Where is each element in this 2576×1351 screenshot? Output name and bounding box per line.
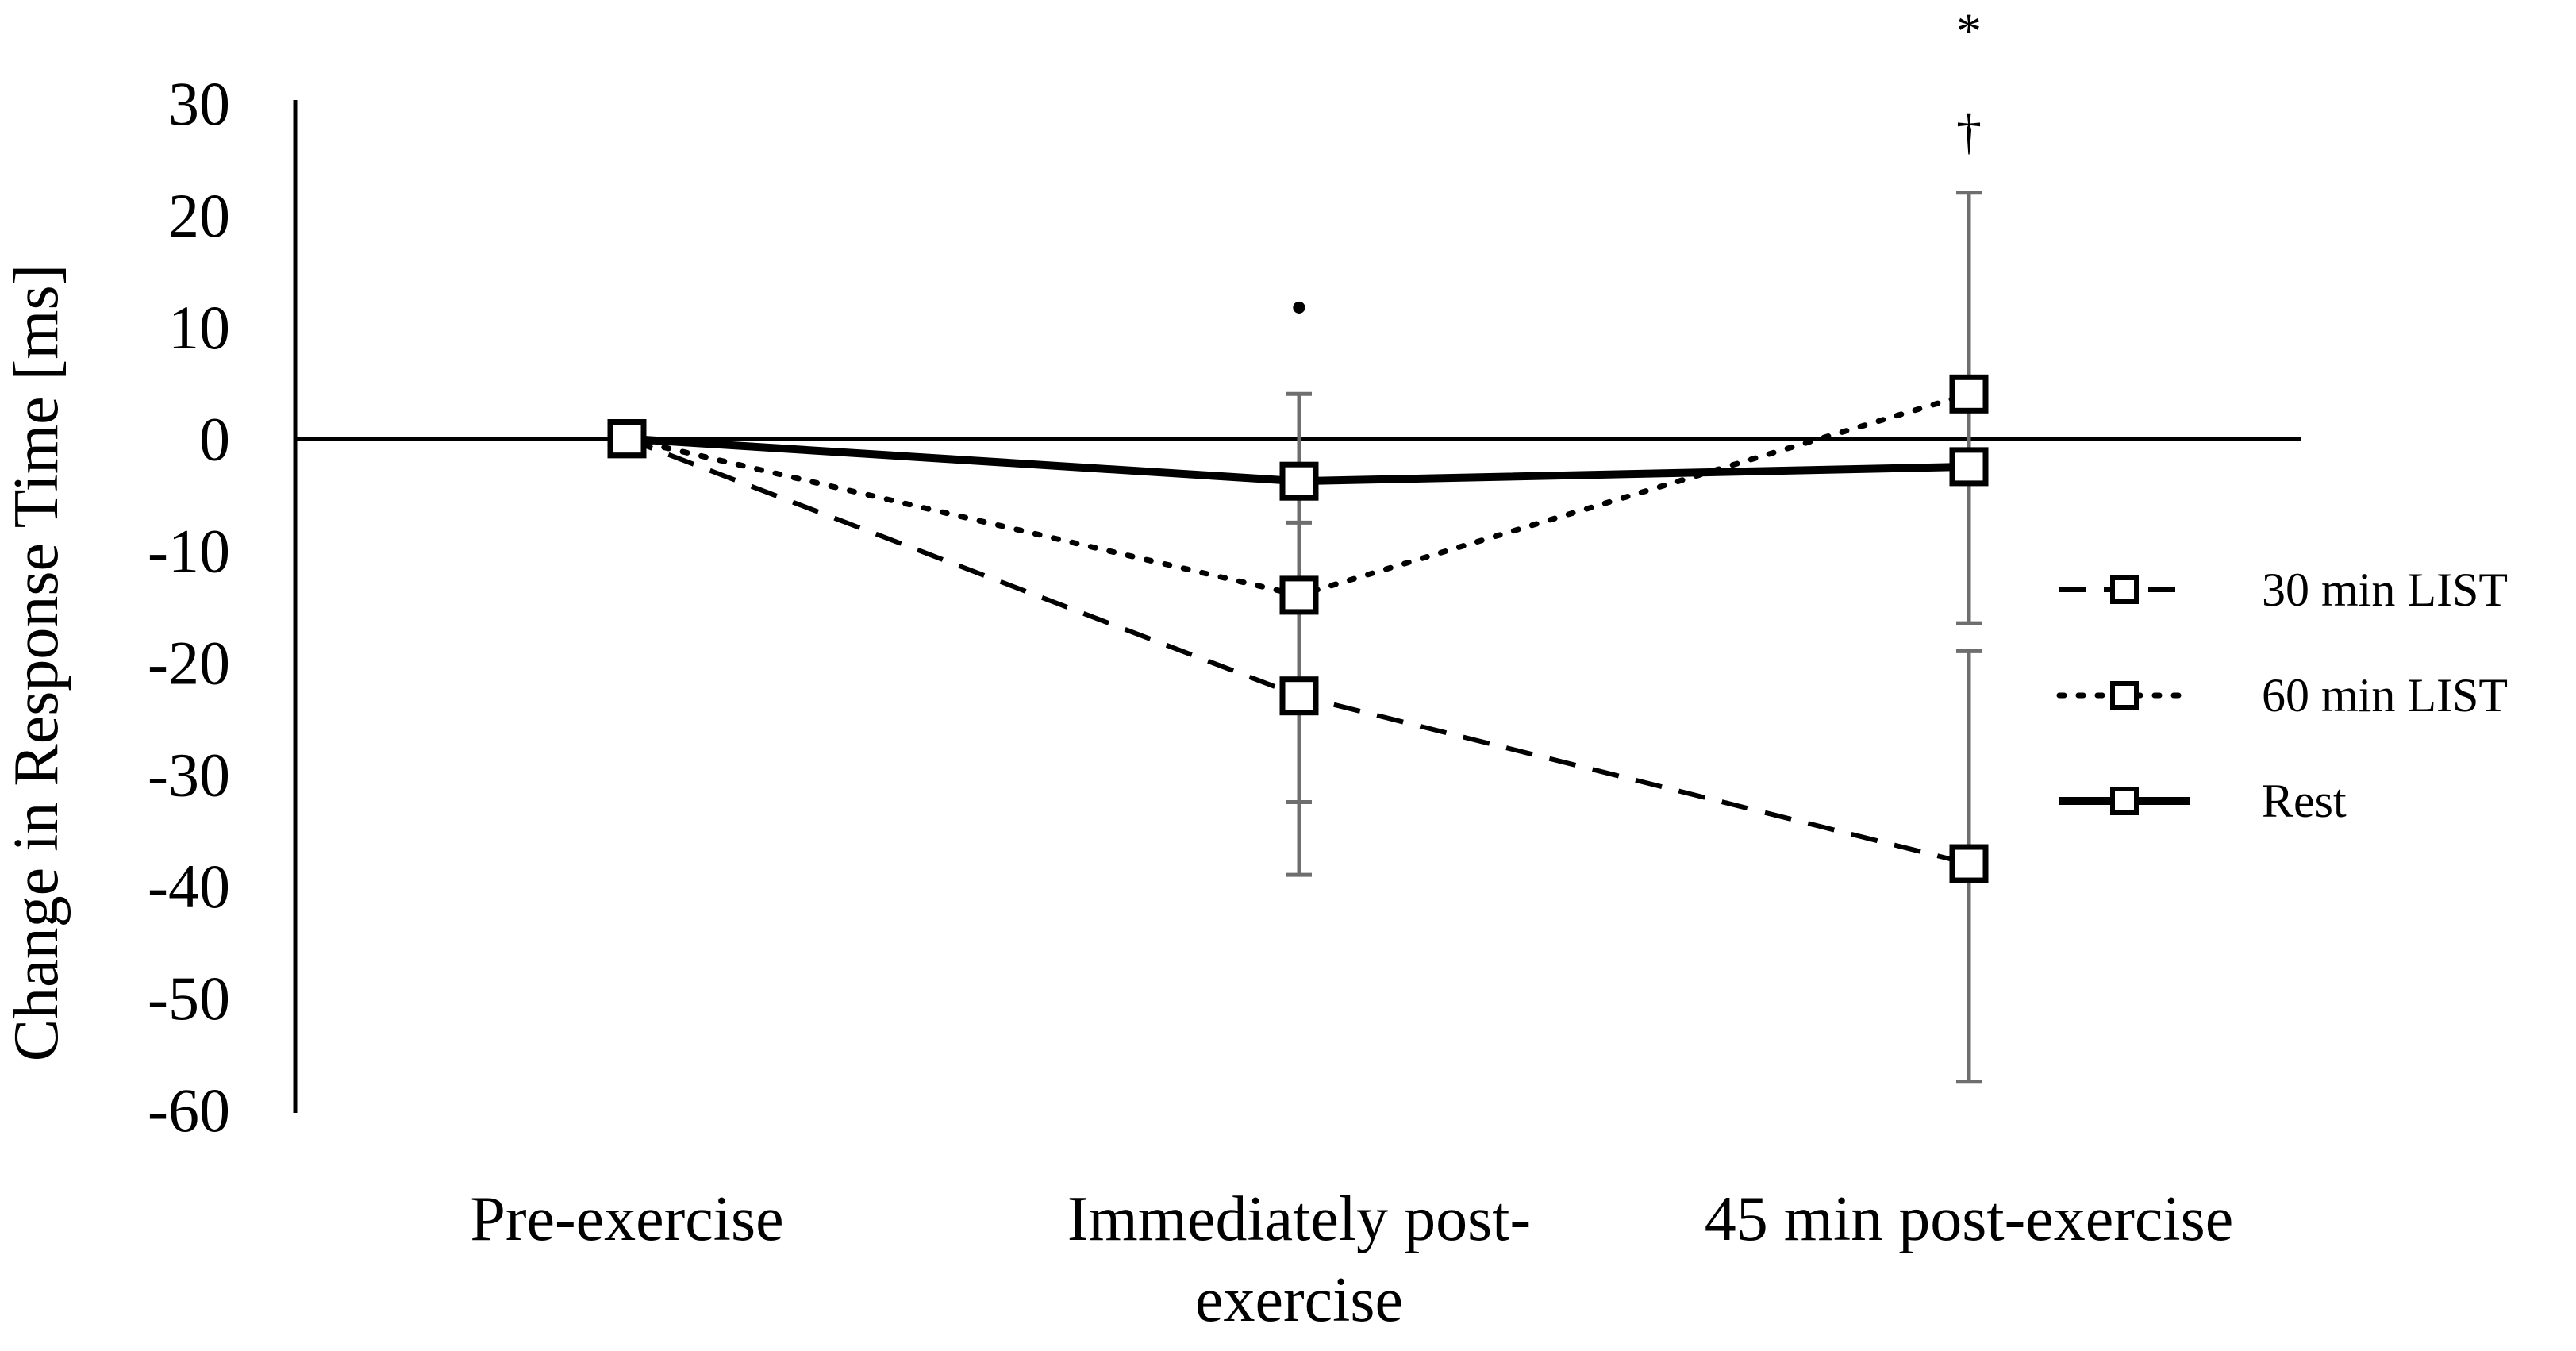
y-axis-title: Change in Response Time [ms] <box>2 264 71 1061</box>
y-tick-label: 10 <box>168 293 230 362</box>
legend: 30 min LIST 60 min LIST Rest <box>2056 564 2508 827</box>
legend-item: 60 min LIST <box>2056 669 2508 722</box>
legend-marker-sample <box>2110 681 2139 710</box>
series-markers <box>607 374 1989 883</box>
y-tick-label: -30 <box>148 740 230 809</box>
significance-marker: * <box>1956 2 1982 59</box>
y-tick-label: -10 <box>148 517 230 586</box>
data-point-marker <box>607 419 647 459</box>
data-point-marker <box>1279 461 1319 501</box>
legend-marker-sample <box>2110 787 2139 815</box>
legend-label: 30 min LIST <box>2262 564 2508 616</box>
y-tick-label: 0 <box>199 405 230 474</box>
x-category-labels: Pre-exercise Immediately post-exercise 45 … <box>470 1184 2233 1335</box>
x-category-label: 45 min post-exercise <box>1705 1184 2233 1254</box>
y-tick-label: 30 <box>168 69 230 138</box>
y-tick-label: -60 <box>148 1076 230 1145</box>
data-point-marker <box>1279 575 1319 615</box>
legend-label: 60 min LIST <box>2262 669 2508 722</box>
y-tick-label: -40 <box>148 852 230 921</box>
x-category-label: exercise <box>1195 1265 1403 1335</box>
x-category-label: Immediately post- <box>1067 1184 1531 1254</box>
y-tick-label: -50 <box>148 964 230 1033</box>
legend-label: Rest <box>2262 775 2347 827</box>
legend-marker-sample <box>2110 575 2139 604</box>
x-category-label: Pre-exercise <box>470 1184 783 1254</box>
significance-marker: • <box>1290 279 1308 335</box>
legend-item: 30 min LIST <box>2059 564 2508 616</box>
error-bars <box>1286 191 1982 1084</box>
data-point-marker <box>1949 844 1989 883</box>
y-tick-label: -20 <box>148 628 230 697</box>
data-point-marker <box>1949 374 1989 414</box>
data-point-marker <box>1949 447 1989 487</box>
y-tick-label: 20 <box>168 181 230 250</box>
significance-annotations: • * † <box>1290 2 1982 335</box>
legend-item: Rest <box>2059 775 2347 827</box>
data-point-marker <box>1279 676 1319 716</box>
y-tick-labels: 30 20 10 0 -10 -20 -30 -40 -50 -60 <box>148 69 230 1145</box>
significance-marker: † <box>1956 103 1982 160</box>
